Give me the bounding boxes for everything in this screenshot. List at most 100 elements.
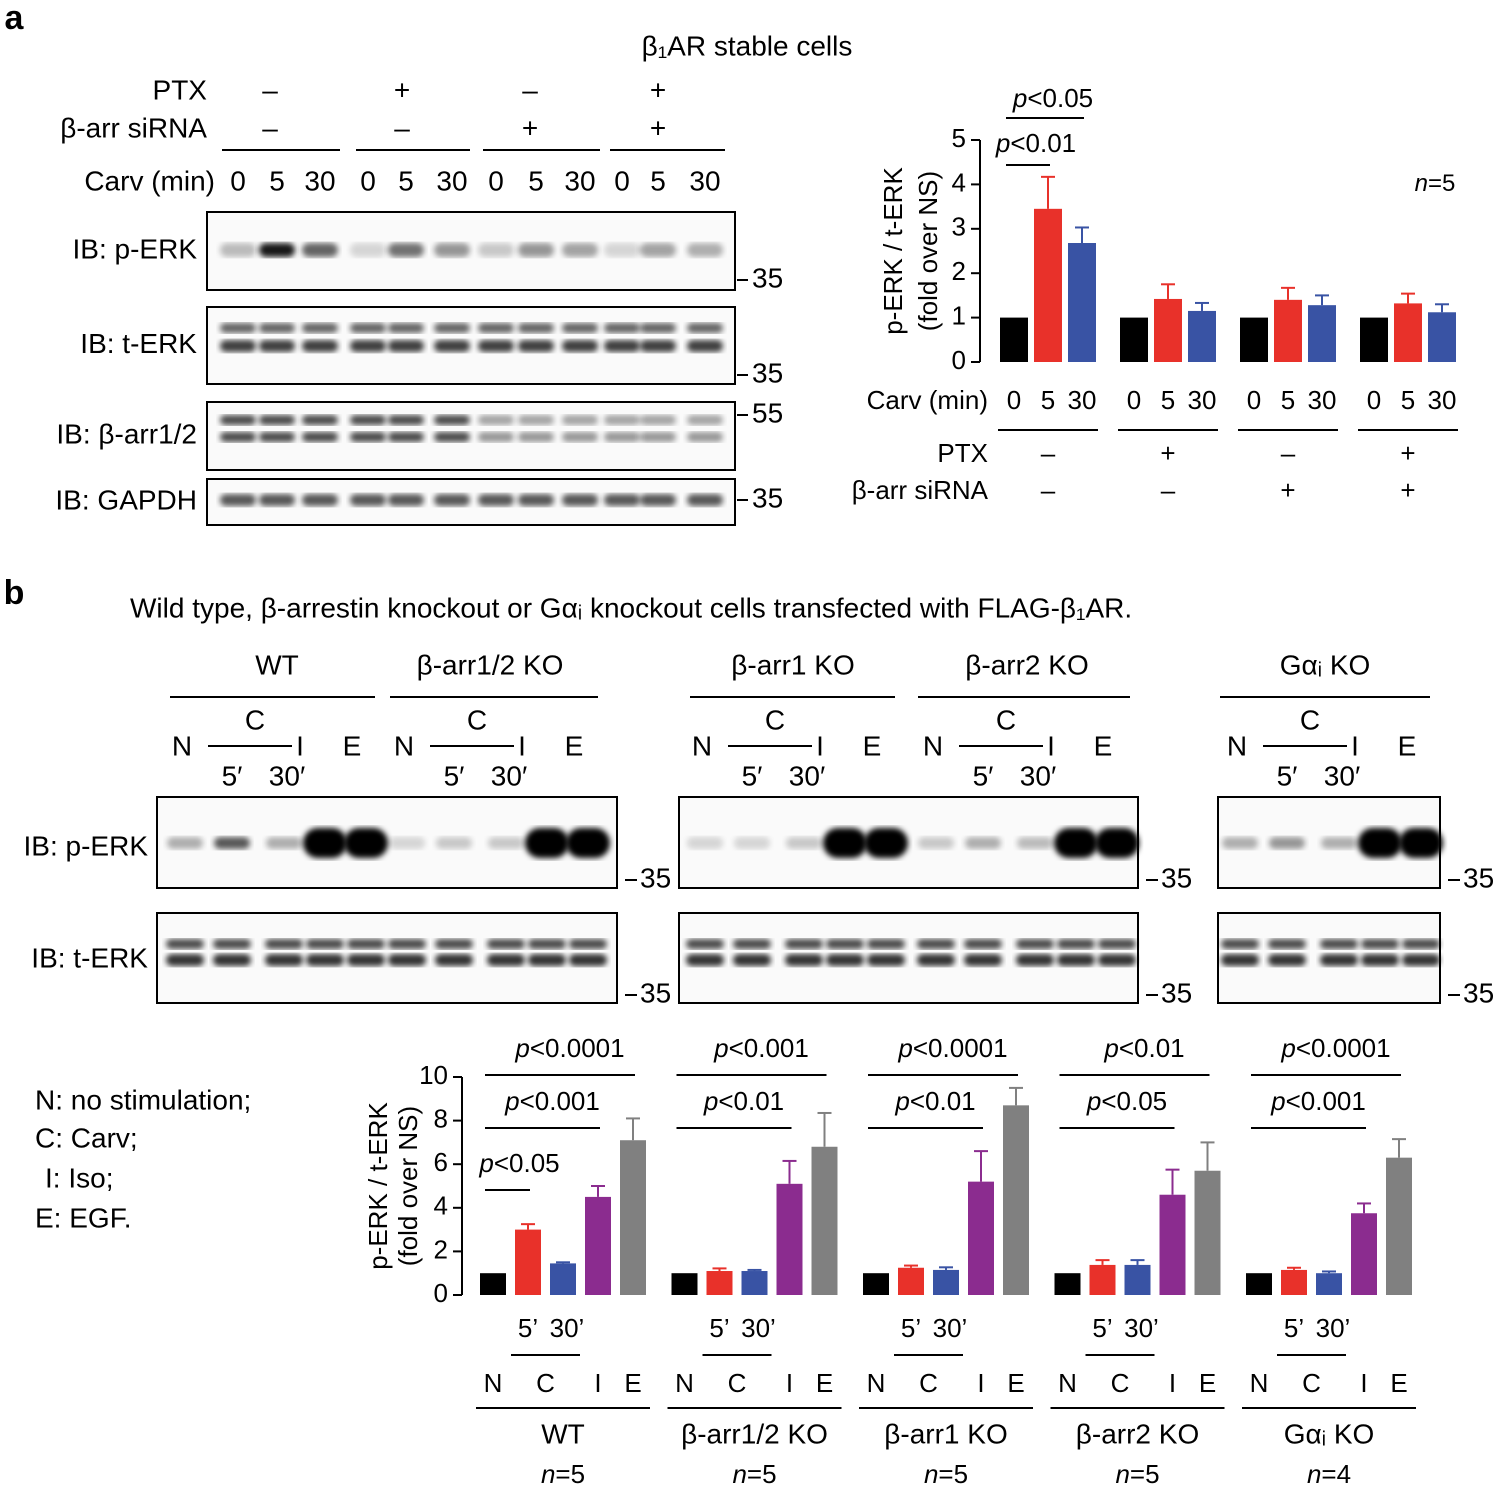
x-tick-label: N <box>484 1368 503 1398</box>
band <box>640 243 676 257</box>
bar <box>585 1196 611 1295</box>
band <box>785 939 823 949</box>
time-label: 5′ <box>222 760 243 791</box>
band <box>259 340 295 352</box>
lane-label: C <box>996 704 1016 735</box>
band <box>640 323 676 333</box>
band <box>786 837 822 849</box>
band <box>389 837 425 849</box>
x-tick-label: C <box>919 1368 938 1398</box>
band <box>350 340 386 352</box>
band <box>166 939 204 949</box>
band <box>220 415 256 425</box>
band <box>604 415 640 425</box>
band <box>265 954 303 966</box>
band <box>266 837 302 849</box>
x-tick-label: I <box>786 1368 793 1398</box>
group-label: β-arr1 KO <box>884 1418 1007 1449</box>
band <box>259 432 295 442</box>
lane-label: 0 <box>488 165 504 196</box>
band <box>640 340 676 352</box>
lane-label: N <box>923 730 943 761</box>
band <box>917 954 955 966</box>
bar <box>1159 1194 1186 1295</box>
y-tick-label: 1 <box>952 300 966 330</box>
blot-frame <box>206 401 736 471</box>
bar <box>1316 1273 1342 1295</box>
condition-sign: – <box>1161 475 1176 505</box>
band <box>604 494 640 506</box>
size-marker: 35 <box>752 262 783 293</box>
size-marker: 35 <box>640 862 671 893</box>
band <box>302 243 338 257</box>
band <box>434 432 470 442</box>
condition-sign: + <box>1400 475 1415 505</box>
band <box>1361 939 1399 949</box>
band <box>826 954 864 966</box>
band <box>350 415 386 425</box>
lane-label: 0 <box>614 165 630 196</box>
band <box>562 494 598 506</box>
condition-sign: – <box>522 74 538 105</box>
band <box>1098 939 1136 949</box>
band <box>562 432 598 442</box>
x-tick-label: 0 <box>1007 385 1021 415</box>
group-label: β-arr2 KO <box>1076 1418 1199 1449</box>
group-header: WT <box>255 649 299 680</box>
size-marker: 35 <box>640 977 671 1008</box>
band <box>220 432 256 442</box>
lane-label: C <box>245 704 265 735</box>
band <box>965 837 1001 849</box>
band <box>220 323 256 333</box>
band <box>687 432 723 442</box>
lane-label: N <box>394 730 414 761</box>
band <box>1269 837 1305 849</box>
band <box>528 939 566 949</box>
band <box>562 340 598 352</box>
x-tick-label: 5’ <box>901 1313 921 1343</box>
y-tick-label: 2 <box>952 256 966 286</box>
lane-label: I <box>518 730 526 761</box>
lane-label: E <box>1094 730 1113 761</box>
band <box>640 415 676 425</box>
key-text: I: Iso; <box>45 1162 113 1193</box>
x-tick-label: 30’ <box>933 1313 968 1343</box>
condition-label: PTX <box>937 438 988 468</box>
blot-label: IB: p-ERK <box>24 830 149 861</box>
band <box>434 494 470 506</box>
band <box>687 494 723 506</box>
key-text: C: Carv; <box>35 1122 138 1153</box>
y-tick-label: 2 <box>434 1234 448 1264</box>
group-label: β-arr1/2 KO <box>681 1418 828 1449</box>
time-label: 30′ <box>269 760 305 791</box>
x-tick-label: I <box>594 1368 601 1398</box>
bar <box>1154 298 1182 362</box>
band <box>302 432 338 442</box>
band <box>525 828 569 858</box>
band <box>1057 939 1095 949</box>
y-axis-label: (fold over NS) <box>393 1106 423 1266</box>
time-label: Carv (min) <box>84 165 215 196</box>
band <box>562 243 598 257</box>
lane-label: 5 <box>650 165 666 196</box>
panel-label: a <box>5 0 25 37</box>
band <box>528 954 566 966</box>
key-text: N: no stimulation; <box>35 1084 251 1115</box>
band <box>687 837 723 849</box>
band <box>518 415 554 425</box>
band <box>388 243 424 257</box>
band <box>434 415 470 425</box>
group-header: β-arr1 KO <box>731 649 854 680</box>
lane-label: 0 <box>360 165 376 196</box>
p-value: p<0.001 <box>1270 1086 1366 1116</box>
band <box>1358 828 1402 858</box>
band <box>604 340 640 352</box>
band <box>388 340 424 352</box>
x-tick-label: E <box>624 1368 641 1398</box>
band <box>220 340 256 352</box>
band <box>964 939 1002 949</box>
band <box>518 243 554 257</box>
n-label: n=5 <box>1415 170 1456 197</box>
y-tick-label: 10 <box>419 1060 448 1090</box>
